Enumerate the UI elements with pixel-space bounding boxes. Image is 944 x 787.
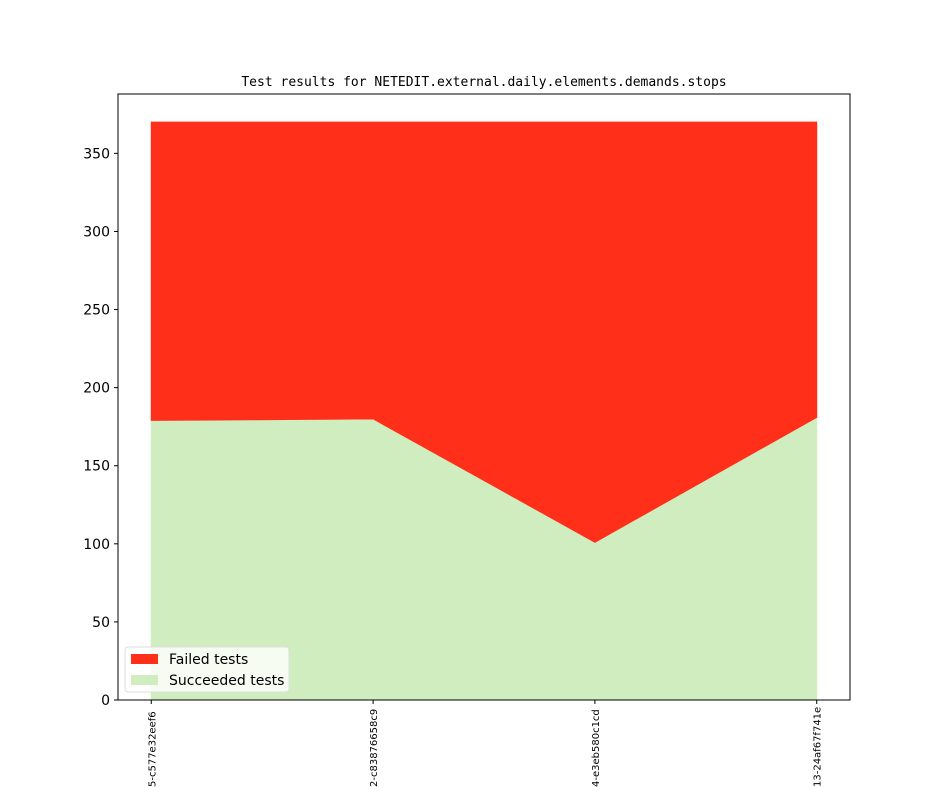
legend-swatch <box>131 675 158 685</box>
y-tick-label: 300 <box>83 224 110 240</box>
y-tick-label: 200 <box>83 381 110 397</box>
area <box>150 121 818 543</box>
legend-label: Succeeded tests <box>169 673 284 689</box>
x-tick-label: 5-c577e32eef6 <box>147 711 158 787</box>
x-tick-label: 2-c83876658c9 <box>369 709 380 787</box>
chart-title: Test results for NETEDIT.external.daily.… <box>241 75 726 90</box>
y-tick-label: 100 <box>83 537 110 553</box>
legend-swatch <box>131 654 158 664</box>
legend-label: Failed tests <box>169 652 248 668</box>
y-tick-label: 350 <box>83 146 110 162</box>
x-tick-label: 13-24af67f741e <box>813 707 824 787</box>
legend-box <box>124 646 290 693</box>
plot-frame <box>117 93 851 701</box>
y-tick-label: 0 <box>101 693 110 709</box>
legend: Failed tests Succeeded tests <box>124 646 290 693</box>
y-tick-label: 150 <box>83 459 110 475</box>
y-tick-label: 250 <box>83 303 110 319</box>
y-tick-label: 50 <box>92 615 110 631</box>
x-tick-label: 4-e3eb580c1cd <box>591 709 602 787</box>
